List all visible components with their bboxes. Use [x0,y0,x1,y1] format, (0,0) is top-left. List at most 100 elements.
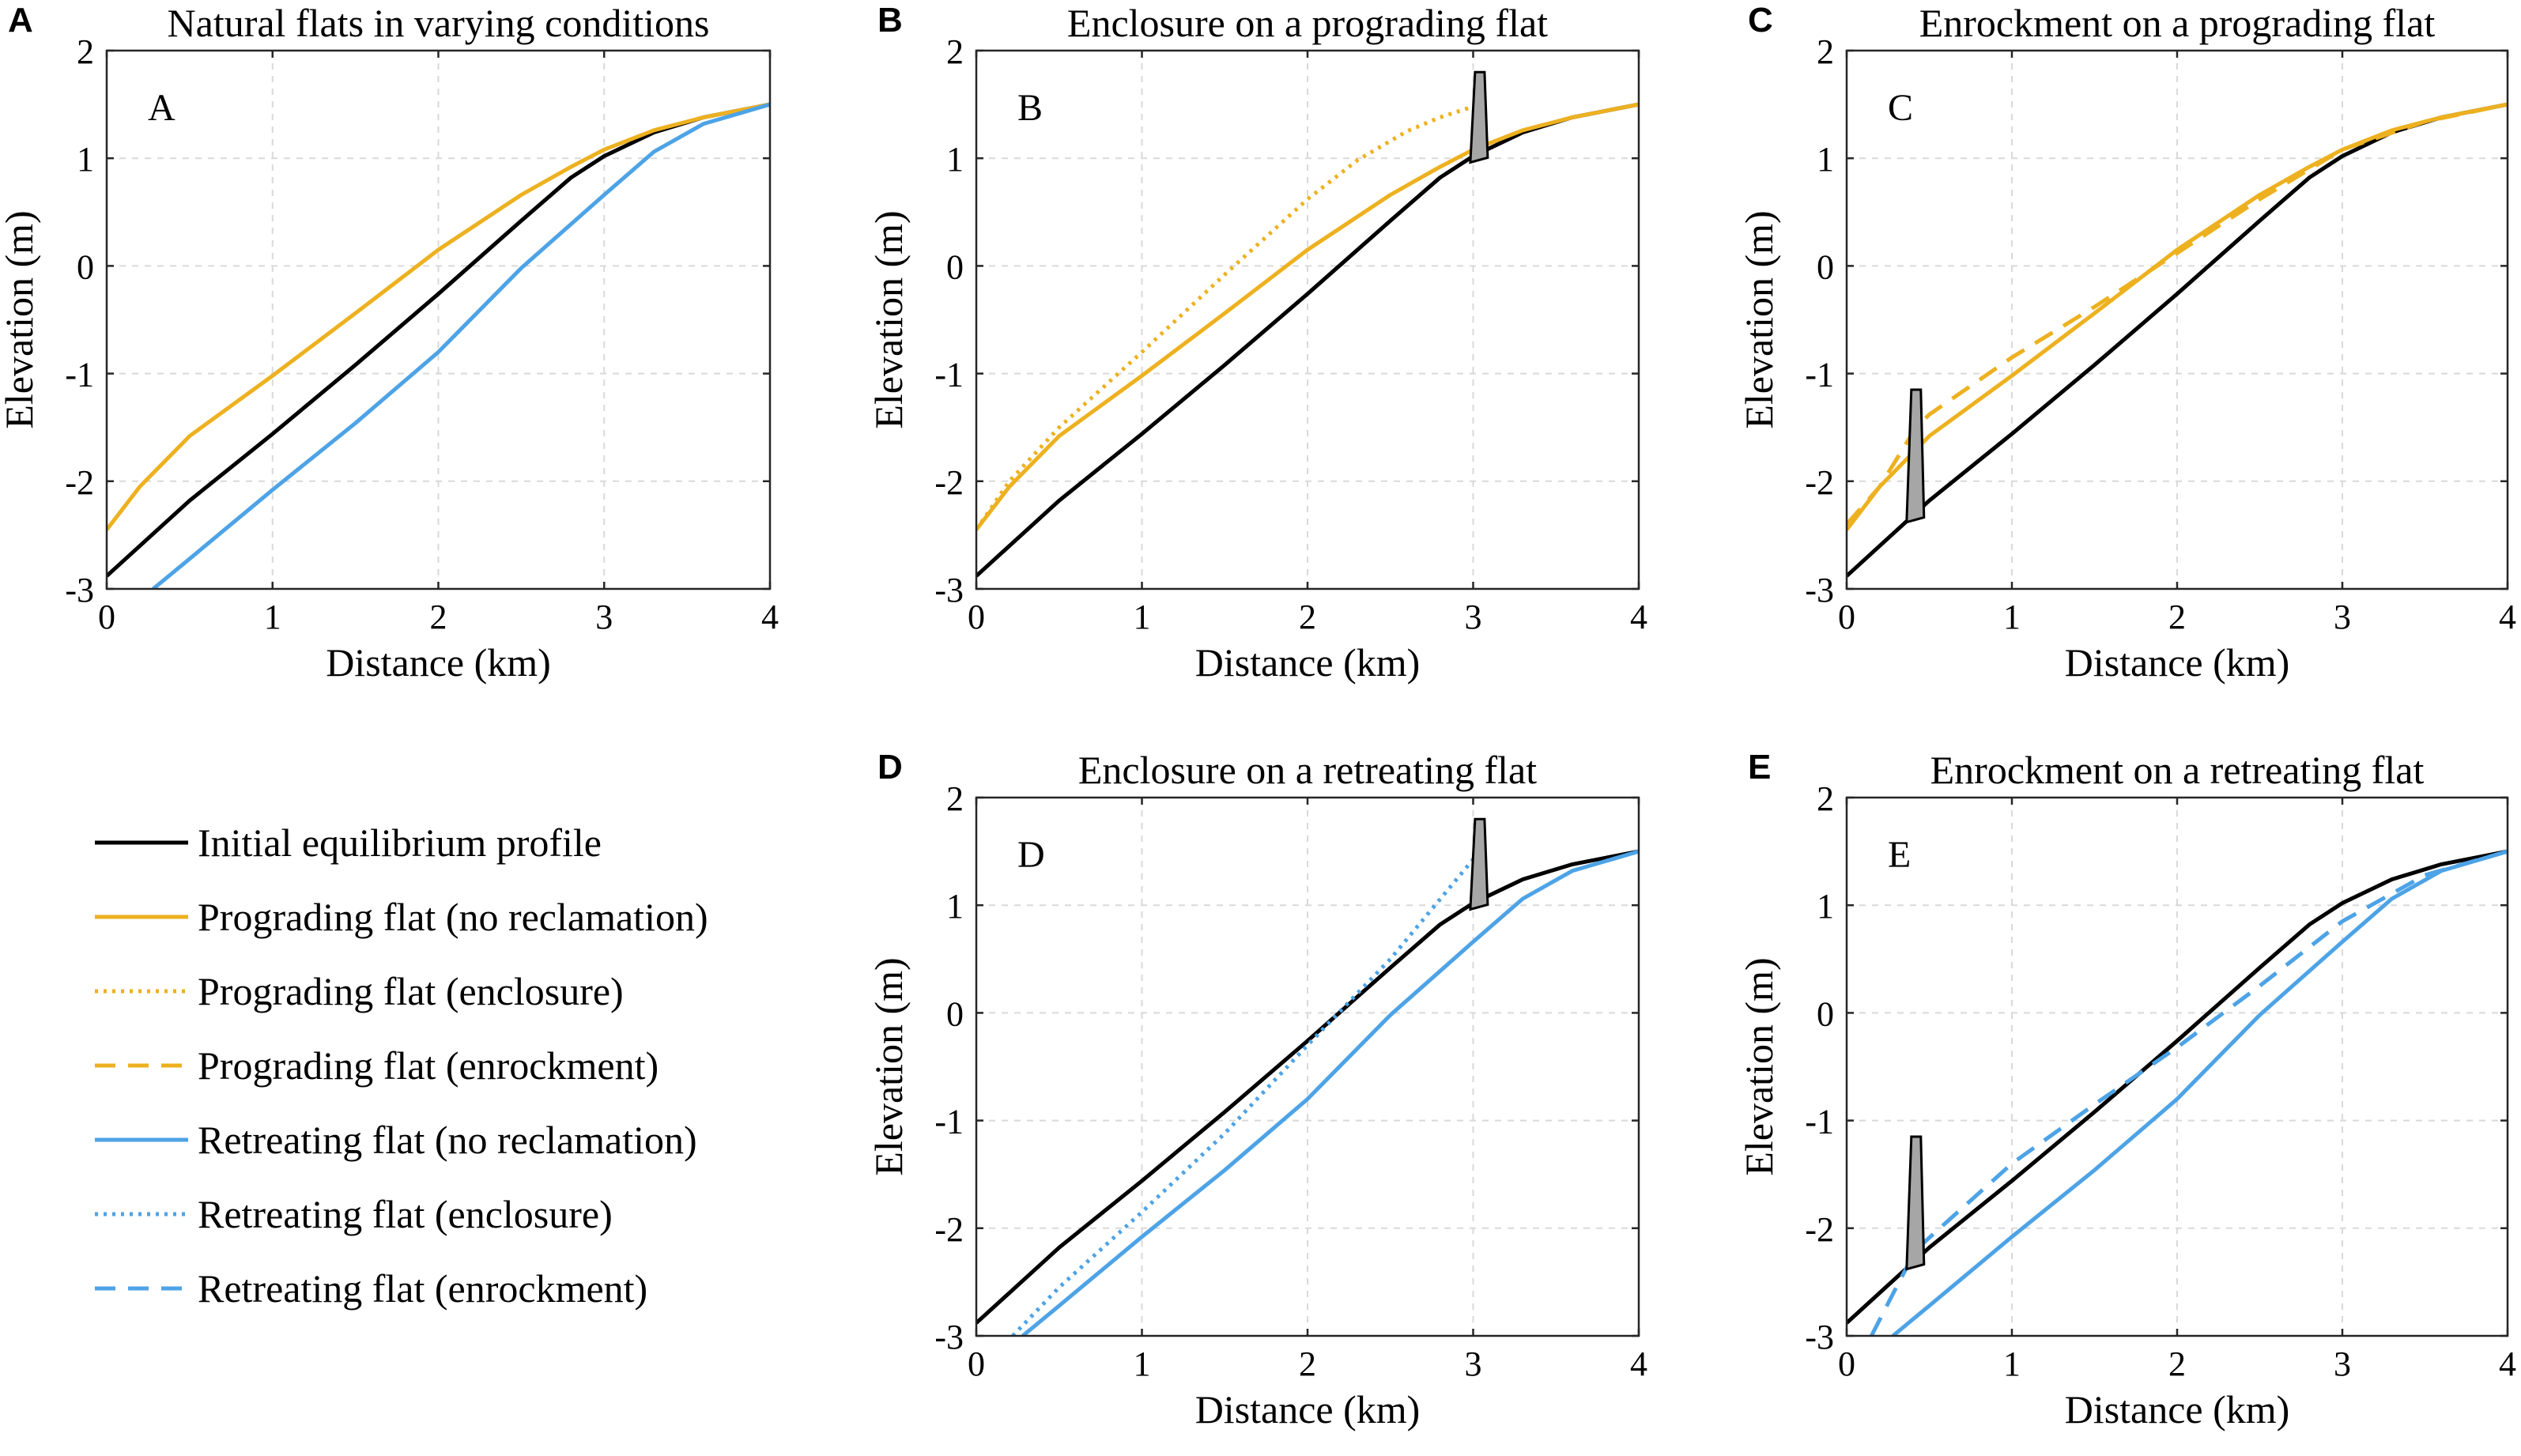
y-tick-label: 2 [1817,32,1834,71]
x-tick-label: 4 [1630,1345,1647,1383]
chart-title: Natural flats in varying conditions [168,1,710,45]
x-tick-label: 1 [2003,1345,2021,1383]
x-axis-label: Distance (km) [2065,1387,2290,1431]
legend-label: Prograding flat (no reclamation) [198,895,708,939]
x-tick-label: 3 [1465,598,1482,636]
y-tick-label: 1 [946,140,964,179]
legend-item-retr: Retreating flat (no reclamation) [95,1118,697,1162]
chart-title: Enrockment on a prograding flat [1919,1,2436,45]
panel-letter: B [877,1,903,40]
y-axis-label: Elevation (m) [0,210,41,428]
y-axis-label: Elevation (m) [1737,957,1781,1175]
grid [107,51,770,589]
x-axis-label: Distance (km) [2065,640,2290,685]
x-tick-label: 4 [2499,598,2516,636]
panel-inner-label: D [1017,834,1045,876]
panel-inner-label: A [148,87,175,129]
x-tick-label: 1 [264,598,281,636]
legend-label: Prograding flat (enclosure) [198,969,624,1013]
panel-inner-label: E [1888,834,1911,876]
series-retreating-flat-enrockment [1870,849,2508,1336]
x-tick-label: 0 [98,598,115,636]
y-tick-label: 0 [1817,247,1834,286]
x-tick-label: 4 [1630,598,1647,636]
x-tick-label: 0 [1838,1345,1855,1383]
y-tick-label: -2 [934,463,964,502]
y-tick-label: -1 [1805,356,1834,394]
panel-inner-label: B [1017,87,1043,129]
y-tick-label: -1 [1805,1103,1834,1141]
y-tick-label: -3 [1805,1318,1834,1356]
grid [976,798,1639,1336]
y-tick-label: 1 [77,140,94,179]
y-tick-label: -1 [934,1103,964,1141]
series-prograding-flat-enclosure [976,102,1481,531]
series-group [1847,102,2508,578]
series-group [107,102,770,589]
panel-e: 0 1 2 3 4 -3 -2 -1 0 1 2 Enrockment on a retreating… [1737,748,2516,1431]
reclamation-structure [1469,70,1489,164]
reclamation-structure [1905,1135,1926,1271]
chart-title: Enclosure on a prograding flat [1067,1,1548,45]
y-tick-label: -1 [934,356,964,394]
y-tick-label: 2 [946,779,964,818]
panel-letter: C [1748,1,1773,40]
reclamation-structure [1905,388,1926,524]
legend-item-initial: Initial equilibrium profile [95,820,602,865]
y-tick-label: -3 [65,571,94,609]
grid [976,51,1639,589]
x-tick-label: 1 [2003,598,2021,636]
x-tick-label: 3 [595,598,613,636]
series-initial-equilibrium-profile [107,102,770,578]
y-tick-label: -3 [934,571,964,609]
panel-letter: E [1748,748,1771,786]
y-tick-label: 0 [946,994,964,1033]
x-tick-label: 0 [968,598,985,636]
series-retreating-flat-no-reclamation [1891,849,2508,1336]
x-tick-label: 2 [1299,598,1316,636]
panel-d: 0 1 2 3 4 -3 -2 -1 0 1 2 Enclosure on a retreating … [866,748,1647,1431]
y-tick-label: 1 [1817,140,1834,179]
y-tick-label: -3 [1805,571,1834,609]
series-retreating-flat-no-reclamation [1021,849,1639,1336]
legend-label: Retreating flat (enrockment) [198,1266,647,1311]
reclamation-structure [1469,817,1489,911]
y-axis-label: Elevation (m) [866,957,911,1175]
series-group [976,102,1639,578]
x-tick-label: 1 [1134,598,1151,636]
legend-label: Initial equilibrium profile [198,820,602,865]
series-initial-equilibrium-profile [976,102,1639,578]
y-tick-label: -2 [1805,463,1834,502]
y-tick-label: 1 [946,887,964,926]
x-tick-label: 1 [1134,1345,1151,1383]
series-initial-equilibrium-profile [1847,102,2508,578]
legend-item-prog: Prograding flat (no reclamation) [95,895,708,939]
series-retreating-flat-no-reclamation [152,102,770,589]
x-axis-label: Distance (km) [1195,640,1421,685]
y-tick-label: -2 [65,463,94,502]
panel-letter: D [877,748,903,786]
legend-item-retr-enr: Retreating flat (enrockment) [95,1266,647,1311]
series-prograding-flat-no-reclamation [976,102,1639,531]
x-tick-label: 0 [1838,598,1855,636]
legend-item-prog-encl: Prograding flat (enclosure) [95,969,624,1013]
chart-title: Enclosure on a retreating flat [1078,748,1537,792]
y-tick-label: 0 [1817,994,1834,1033]
x-tick-label: 3 [2334,598,2351,636]
x-tick-label: 3 [1465,1345,1482,1383]
panel-c: 0 1 2 3 4 -3 -2 -1 0 1 2 Enrockment on a prograding… [1737,1,2516,685]
legend: Initial equilibrium profile Prograding fl… [95,820,708,1311]
legend-item-prog-enr: Prograding flat (enrockment) [95,1043,659,1088]
legend-item-retr-encl: Retreating flat (enclosure) [95,1192,613,1236]
x-tick-label: 4 [2499,1345,2516,1383]
legend-label: Retreating flat (enclosure) [198,1192,613,1236]
x-tick-label: 2 [2168,598,2186,636]
series-prograding-flat-no-reclamation [107,102,770,531]
y-axis-label: Elevation (m) [866,210,911,428]
x-tick-label: 2 [430,598,447,636]
y-tick-label: 0 [946,247,964,286]
x-axis-label: Distance (km) [326,640,551,685]
grid [1847,798,2508,1336]
grid [1847,51,2508,589]
